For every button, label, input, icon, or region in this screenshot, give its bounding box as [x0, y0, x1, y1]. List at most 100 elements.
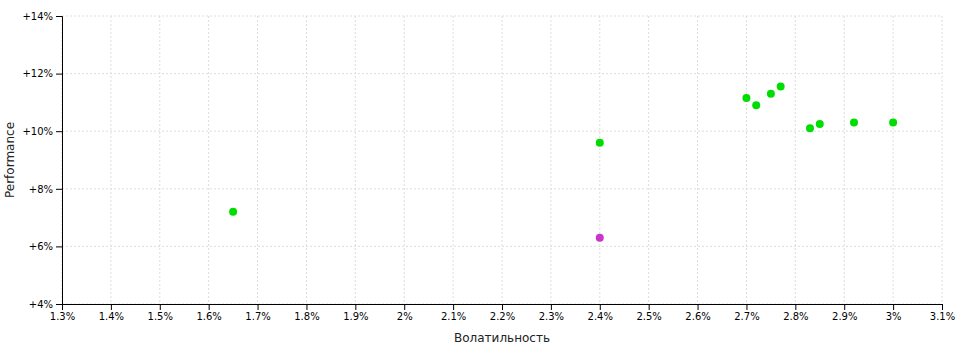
grid-line: [306, 16, 307, 304]
x-tick-mark: [698, 304, 699, 310]
grid-line: [795, 16, 796, 304]
grid-line: [599, 16, 600, 304]
y-axis-title: Performance: [3, 122, 17, 198]
y-tick-label: +8%: [29, 184, 53, 195]
x-tick-mark: [355, 304, 356, 310]
x-tick-label: 3.1%: [930, 311, 955, 322]
x-tick-mark: [160, 304, 161, 310]
x-tick-mark: [453, 304, 454, 310]
grid-line: [257, 16, 258, 304]
x-tick: 3%: [886, 304, 902, 322]
x-tick-mark: [551, 304, 552, 310]
x-axis: 1.3%1.4%1.5%1.6%1.7%1.8%1.9%2%2.1%2.2%2.…: [50, 304, 955, 322]
x-tick-label: 1.5%: [148, 311, 173, 322]
x-tick-label: 2%: [397, 311, 413, 322]
x-tick-label: 1.9%: [343, 311, 368, 322]
x-tick: 2.3%: [539, 304, 564, 322]
x-tick: 1.9%: [343, 304, 368, 322]
grid-line: [893, 16, 894, 304]
point: [850, 119, 858, 127]
y-tick-mark: [56, 16, 62, 17]
x-tick-mark: [404, 304, 405, 310]
y-tick: +12%: [22, 68, 62, 79]
grid-line: [62, 188, 942, 189]
x-tick-label: 2.5%: [636, 311, 661, 322]
x-axis-line: [63, 305, 943, 311]
x-tick: 3.1%: [930, 304, 955, 322]
grid-line: [844, 16, 845, 304]
x-tick-label: 1.8%: [294, 311, 319, 322]
grid-line: [355, 16, 356, 304]
x-tick: 2.6%: [685, 304, 710, 322]
grid: [62, 16, 942, 304]
x-tick: 2%: [397, 304, 413, 322]
x-tick-mark: [844, 304, 845, 310]
points: [229, 83, 897, 242]
x-tick: 1.4%: [99, 304, 124, 322]
point: [806, 124, 814, 132]
y-tick-label: +14%: [22, 11, 53, 22]
x-tick: 1.7%: [245, 304, 270, 322]
x-tick-label: 2.1%: [441, 311, 466, 322]
y-tick-label: +4%: [29, 299, 53, 310]
grid-line: [502, 16, 503, 304]
x-tick-label: 3%: [886, 311, 902, 322]
y-axis-line: [56, 17, 63, 305]
y-tick-mark: [56, 246, 62, 247]
y-tick-mark: [56, 74, 62, 75]
y-tick-label: +12%: [22, 68, 53, 79]
x-tick: 2.9%: [832, 304, 857, 322]
grid-line: [62, 246, 942, 247]
series: [229, 83, 897, 216]
x-tick-label: 2.4%: [588, 311, 613, 322]
x-tick-label: 2.3%: [539, 311, 564, 322]
x-tick-label: 1.4%: [99, 311, 124, 322]
y-tick: +6%: [29, 241, 62, 252]
x-tick-mark: [258, 304, 259, 310]
point: [816, 120, 824, 128]
x-tick-mark: [209, 304, 210, 310]
y-axis: +4% +6% +8% +10% +12% +14%: [22, 11, 62, 310]
point: [596, 139, 604, 147]
y-tick-mark: [56, 304, 62, 305]
point: [767, 90, 775, 98]
y-tick: +4%: [29, 299, 62, 310]
y-tick-mark: [56, 189, 62, 190]
y-tick-mark: [56, 131, 62, 132]
grid-line: [550, 16, 551, 304]
x-tick-label: 1.7%: [245, 311, 270, 322]
grid-line: [62, 73, 942, 74]
grid-line: [404, 16, 405, 304]
x-tick-mark: [649, 304, 650, 310]
x-tick: 2.4%: [588, 304, 613, 322]
x-tick: 2.8%: [783, 304, 808, 322]
x-tick-mark: [502, 304, 503, 310]
x-tick-mark: [893, 304, 894, 310]
x-tick-label: 1.6%: [196, 311, 221, 322]
x-tick-mark: [942, 304, 943, 310]
x-tick: 1.6%: [196, 304, 221, 322]
series: [596, 234, 604, 242]
x-tick-label: 2.7%: [734, 311, 759, 322]
x-axis-title: Волатильность: [454, 331, 550, 345]
x-tick-mark: [111, 304, 112, 310]
x-tick-mark: [306, 304, 307, 310]
x-tick-label: 2.8%: [783, 311, 808, 322]
y-tick: +10%: [22, 126, 62, 137]
x-tick: 2.7%: [734, 304, 759, 322]
grid-line: [453, 16, 454, 304]
chart-container: 1.3%1.4%1.5%1.6%1.7%1.8%1.9%2%2.1%2.2%2.…: [0, 0, 966, 350]
point: [742, 94, 750, 102]
point: [889, 119, 897, 127]
grid-line: [62, 16, 942, 17]
grid-line: [159, 16, 160, 304]
x-tick-label: 2.9%: [832, 311, 857, 322]
x-tick: 2.5%: [636, 304, 661, 322]
y-tick: +8%: [29, 184, 62, 195]
point: [777, 83, 785, 91]
point: [229, 208, 237, 216]
x-tick-mark: [795, 304, 796, 310]
x-tick-label: 2.2%: [490, 311, 515, 322]
grid-line: [746, 16, 747, 304]
grid-line: [697, 16, 698, 304]
